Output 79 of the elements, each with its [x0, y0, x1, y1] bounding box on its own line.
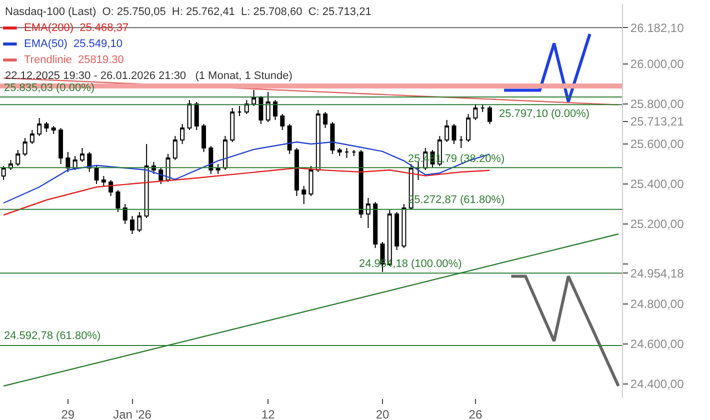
- candlestick: [394, 212, 400, 250]
- candlestick: [22, 138, 28, 156]
- candlestick: [358, 150, 364, 218]
- candlestick: [51, 126, 56, 134]
- candlestick: [352, 150, 356, 156]
- candlestick: [316, 110, 320, 172]
- candlestick: [487, 106, 492, 124]
- candlestick: [101, 176, 106, 186]
- legend-label: EMA(50) 25.549,10: [24, 38, 122, 50]
- candlestick: [144, 144, 149, 218]
- y-tick-label: 24.954,18: [630, 266, 684, 280]
- x-tick-label: 29: [61, 407, 75, 420]
- line-series: [502, 32, 592, 104]
- candlestick: [237, 106, 242, 116]
- y-tick-label: 25.800,00: [630, 97, 684, 112]
- candlestick: [287, 124, 292, 154]
- ref-line-label: 25.797,10 (0.00%): [499, 108, 590, 120]
- candlestick: [244, 100, 249, 114]
- candlestick: [308, 166, 314, 196]
- candlestick: [137, 212, 142, 232]
- candlestick: [452, 124, 456, 144]
- annotation: Nasdaq-100 (Last) O: 25.750,05 H: 25.762,41 L: 25.708,60 C: 25.713,21: [5, 6, 372, 18]
- candlestick: [416, 162, 420, 180]
- x-tick-label: 12: [261, 407, 276, 420]
- candlestick: [16, 150, 20, 166]
- y-tick-label: 24.600,00: [630, 337, 684, 352]
- candlestick: [366, 198, 370, 228]
- candlestick: [323, 112, 328, 128]
- candlestick: [230, 108, 235, 142]
- candlestick: [202, 124, 206, 152]
- y-tick-label: 26.182,10: [630, 20, 684, 35]
- candlestick: [330, 122, 335, 154]
- candlestick: [208, 146, 214, 174]
- candlestick: [466, 114, 471, 142]
- candlestick: [252, 90, 256, 106]
- ref-line-label: 25.835,03 (0.00%): [4, 82, 95, 94]
- ref-line-label: 24.592,78 (61.80%): [4, 330, 101, 342]
- candlestick: [80, 148, 84, 162]
- candlestick: [187, 100, 192, 130]
- x-tick-label: 26: [468, 407, 482, 420]
- y-tick-label: 25.200,00: [630, 217, 684, 232]
- candlestick: [344, 148, 349, 158]
- candlestick: [194, 102, 199, 130]
- candlestick: [294, 148, 299, 196]
- candlestick: [402, 204, 406, 248]
- candlestick: [337, 148, 342, 156]
- candlestick: [258, 96, 264, 124]
- candlestick: [473, 104, 478, 120]
- candlestick: [266, 92, 270, 122]
- annotation: 22.12.2025 19:30 - 26.01.2026 21:30 (1 Monat, 1 Stunde): [5, 70, 292, 82]
- candlestick: [480, 104, 485, 112]
- candlestick: [37, 118, 42, 136]
- legend-label: Trendlinie 25819.30: [24, 54, 124, 66]
- y-tick-label: 25.600,00: [630, 137, 684, 152]
- candlestick: [273, 100, 278, 120]
- candlestick: [30, 130, 34, 144]
- y-tick-label: 25.713,21: [630, 114, 684, 129]
- candlestick: [44, 122, 49, 132]
- candlestick: [222, 136, 228, 170]
- y-tick-label: 25.400,00: [630, 177, 684, 192]
- candlestick: [180, 124, 185, 144]
- y-tick-label: 24.400,00: [630, 377, 684, 392]
- candlestick: [444, 120, 450, 142]
- y-tick-label: 24.800,00: [630, 297, 684, 312]
- candlestick: [302, 186, 306, 204]
- x-tick-label: Jan '26: [113, 407, 152, 420]
- x-tick-label: 20: [376, 407, 390, 420]
- candlestick: [66, 152, 70, 172]
- candlestick: [130, 216, 135, 234]
- y-tick-label: 26.000,00: [630, 57, 684, 72]
- candlestick: [116, 190, 120, 212]
- candlestick: [94, 166, 99, 184]
- candlestick: [172, 136, 178, 160]
- candlestick: [216, 164, 220, 174]
- candlestick: [122, 204, 128, 224]
- candlestick: [458, 136, 464, 148]
- candlestick: [280, 114, 285, 130]
- candlestick: [373, 202, 378, 248]
- candlestick: [58, 128, 64, 164]
